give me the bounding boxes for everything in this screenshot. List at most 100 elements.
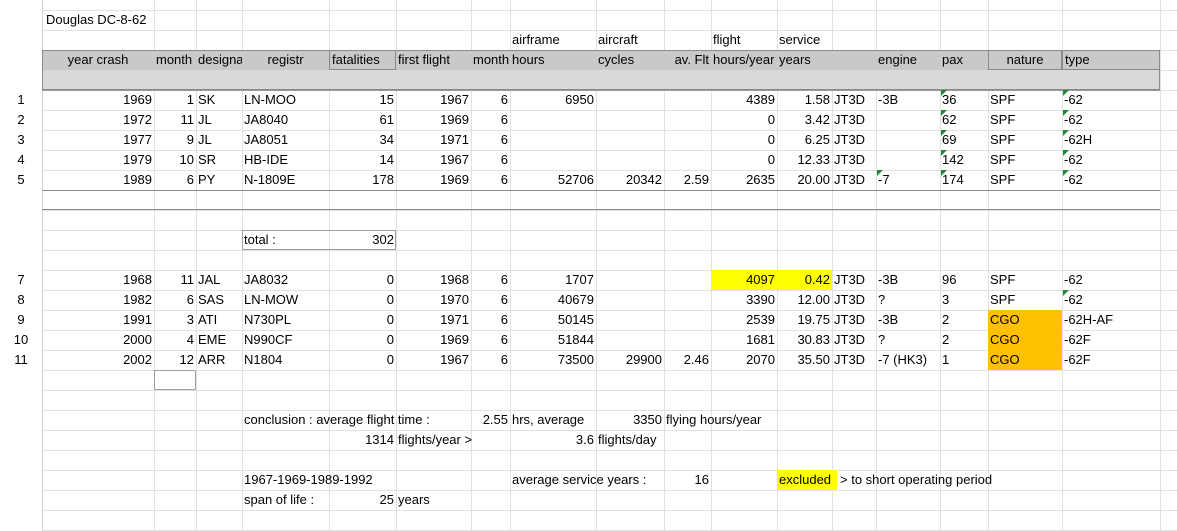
cell-month2[interactable]: 6 bbox=[500, 352, 508, 367]
cell-av-flt[interactable] bbox=[664, 150, 711, 170]
cell-engine-variant[interactable]: ? bbox=[878, 332, 886, 347]
flights-year-unit[interactable]: flights/year > bbox=[398, 432, 473, 447]
cell-type[interactable]: -62 bbox=[1064, 172, 1083, 187]
cell-year[interactable]: 2000 bbox=[123, 332, 152, 347]
cell-service-years[interactable]: 20.00 bbox=[797, 172, 830, 187]
header-years[interactable]: years bbox=[779, 52, 811, 67]
cell-airframe-hours[interactable]: 52706 bbox=[557, 172, 594, 187]
cell-pax[interactable]: 142 bbox=[942, 152, 964, 167]
cell-pax[interactable]: 69 bbox=[942, 132, 957, 147]
excluded-label[interactable]: excluded bbox=[777, 470, 837, 490]
cell-service-years[interactable]: 12.33 bbox=[797, 152, 830, 167]
cell-month2[interactable]: 6 bbox=[500, 272, 508, 287]
avg-flight-time-unit[interactable]: hrs, average bbox=[512, 412, 585, 427]
cell-designat[interactable]: SAS bbox=[198, 292, 225, 307]
header-type[interactable]: type bbox=[1062, 50, 1160, 70]
cell-first-flight[interactable]: 1969 bbox=[440, 332, 469, 347]
cell-engine[interactable]: JT3D bbox=[834, 352, 866, 367]
cell-month[interactable]: 6 bbox=[186, 292, 194, 307]
cell-service-years[interactable]: 35.50 bbox=[797, 352, 830, 367]
cell-service-years[interactable]: 30.83 bbox=[797, 332, 830, 347]
cell-type[interactable]: -62H-AF bbox=[1064, 312, 1114, 327]
span-of-life-value[interactable]: 25 bbox=[379, 492, 394, 507]
header-hours-year[interactable]: hours/year bbox=[713, 52, 775, 67]
cell-pax[interactable]: 2 bbox=[942, 332, 950, 347]
excluded-note[interactable]: > to short operating period bbox=[840, 472, 993, 487]
cell-year[interactable]: 1968 bbox=[123, 272, 152, 287]
cell-type[interactable]: -62H bbox=[1064, 132, 1093, 147]
header-flight[interactable]: flight bbox=[713, 32, 741, 47]
cell-pax[interactable]: 174 bbox=[942, 172, 964, 187]
cell-cycles[interactable] bbox=[596, 310, 664, 330]
cell-service-years[interactable]: 19.75 bbox=[797, 312, 830, 327]
cell-airframe-hours[interactable]: 6950 bbox=[565, 92, 594, 107]
cell-airframe-hours[interactable]: 40679 bbox=[557, 292, 594, 307]
flying-hours-year-value[interactable]: 3350 bbox=[633, 412, 662, 427]
cell-cycles[interactable]: 29900 bbox=[625, 352, 662, 367]
cell-type[interactable]: -62 bbox=[1064, 112, 1083, 127]
cell-year[interactable]: 2002 bbox=[123, 352, 152, 367]
cell-cycles[interactable] bbox=[596, 130, 664, 150]
cell-nature[interactable]: SPF bbox=[990, 112, 1016, 127]
cell-nature[interactable]: SPF bbox=[990, 172, 1016, 187]
cell-av-flt[interactable] bbox=[664, 330, 711, 350]
cell-pax[interactable]: 2 bbox=[942, 312, 950, 327]
cell-airframe-hours[interactable] bbox=[510, 130, 596, 150]
sheet-title[interactable]: Douglas DC-8-62 bbox=[46, 12, 147, 27]
cell-designat[interactable]: SK bbox=[198, 92, 216, 107]
cell-nature[interactable]: CGO bbox=[988, 330, 1062, 350]
cell-flight-hours-year[interactable]: 4389 bbox=[746, 92, 775, 107]
cell-registr[interactable]: N990CF bbox=[244, 332, 293, 347]
cell-first-flight[interactable]: 1969 bbox=[440, 172, 469, 187]
cell-month[interactable]: 12 bbox=[179, 352, 194, 367]
cell-fatalities[interactable]: 178 bbox=[372, 172, 394, 187]
header-nature[interactable]: nature bbox=[988, 50, 1062, 70]
cell-engine[interactable]: JT3D bbox=[834, 112, 866, 127]
cell-registr[interactable]: N-1809E bbox=[244, 172, 296, 187]
cell-registr[interactable]: N730PL bbox=[244, 312, 291, 327]
header-fatalities[interactable]: fatalities bbox=[329, 50, 396, 70]
cell-pax[interactable]: 3 bbox=[942, 292, 950, 307]
flights-day-value[interactable]: 3.6 bbox=[575, 432, 594, 447]
cell-month2[interactable]: 6 bbox=[500, 312, 508, 327]
cell-airframe-hours[interactable]: 50145 bbox=[557, 312, 594, 327]
header-cycles[interactable]: cycles bbox=[598, 52, 635, 67]
cell-nature[interactable]: SPF bbox=[990, 292, 1016, 307]
avg-service-years-label[interactable]: average service years : bbox=[512, 472, 647, 487]
header-month[interactable]: month bbox=[156, 52, 193, 67]
cell-month[interactable]: 11 bbox=[180, 272, 195, 287]
cell-month2[interactable]: 6 bbox=[500, 132, 508, 147]
header-designat[interactable]: designat bbox=[198, 52, 242, 67]
conclusion-label[interactable]: conclusion : average flight time : bbox=[244, 412, 430, 427]
cell-year[interactable]: 1982 bbox=[123, 292, 152, 307]
cell-service-years[interactable]: 3.42 bbox=[804, 112, 830, 127]
cell-engine-variant[interactable]: -7 (HK3) bbox=[878, 352, 928, 367]
cell-engine[interactable]: JT3D bbox=[834, 132, 866, 147]
cell-fatalities[interactable]: 0 bbox=[386, 352, 394, 367]
cell-engine[interactable]: JT3D bbox=[834, 92, 866, 107]
header-year-crash[interactable]: year crash bbox=[67, 52, 129, 67]
cell-month[interactable]: 3 bbox=[186, 312, 194, 327]
cell-designat[interactable]: ARR bbox=[198, 352, 226, 367]
cell-type[interactable]: -62F bbox=[1064, 332, 1091, 347]
header-engine[interactable]: engine bbox=[878, 52, 918, 67]
cell-year[interactable]: 1991 bbox=[123, 312, 152, 327]
cell-first-flight[interactable]: 1967 bbox=[440, 152, 469, 167]
cell-registr[interactable]: N1804 bbox=[244, 352, 283, 367]
cell-designat[interactable]: ATI bbox=[198, 312, 218, 327]
cell-engine-variant[interactable] bbox=[876, 130, 940, 150]
cell-engine-variant[interactable] bbox=[876, 110, 940, 130]
cell-av-flt[interactable] bbox=[664, 310, 711, 330]
cell-year[interactable]: 1977 bbox=[123, 132, 152, 147]
header-registr[interactable]: registr bbox=[267, 52, 304, 67]
cell-flight-hours-year[interactable]: 0 bbox=[767, 112, 775, 127]
cell-engine[interactable]: JT3D bbox=[834, 172, 866, 187]
cell-pax[interactable]: 36 bbox=[942, 92, 957, 107]
cell-registr[interactable]: HB-IDE bbox=[244, 152, 289, 167]
cell-nature[interactable]: CGO bbox=[988, 310, 1062, 330]
cell-first-flight[interactable]: 1971 bbox=[440, 312, 469, 327]
header-airframe[interactable]: airframe bbox=[512, 32, 560, 47]
cell-engine[interactable]: JT3D bbox=[834, 152, 866, 167]
cell-service-years[interactable]: 12.00 bbox=[797, 292, 830, 307]
cell-month[interactable]: 1 bbox=[186, 92, 194, 107]
